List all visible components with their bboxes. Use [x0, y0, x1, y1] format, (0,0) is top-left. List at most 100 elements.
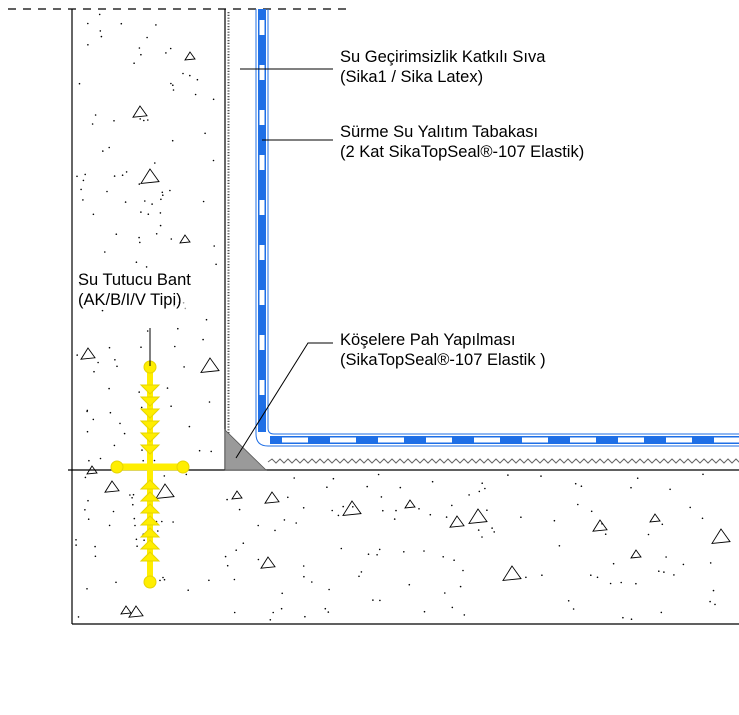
concrete-dot	[109, 411, 112, 414]
concrete-dot	[78, 82, 81, 85]
label-waterstop-title: Su Tutucu Bant	[78, 271, 191, 289]
concrete-dot	[630, 618, 633, 620]
aggregate-triangle	[502, 565, 522, 581]
concrete-dot	[274, 529, 276, 532]
concrete-dot	[682, 563, 685, 566]
concrete-dot	[104, 251, 106, 253]
water-stop-band	[110, 360, 190, 589]
concrete-dot	[131, 497, 133, 499]
concrete-dot	[257, 558, 260, 561]
aggregate-triangle	[630, 549, 642, 559]
concrete-dot	[304, 615, 306, 618]
concrete-dot	[376, 554, 378, 556]
concrete-dot	[146, 330, 149, 332]
water-stop-rib	[139, 503, 161, 514]
concrete-dot	[213, 245, 215, 247]
concrete-dot	[481, 482, 484, 485]
concrete-dot	[367, 553, 370, 555]
concrete-dot	[395, 509, 397, 512]
concrete-dot	[162, 576, 164, 579]
concrete-dot	[332, 477, 335, 480]
concrete-dot	[172, 84, 174, 86]
concrete-dot	[242, 542, 245, 544]
aggregate-triangle	[449, 515, 465, 528]
aggregate-triangle	[231, 490, 243, 500]
concrete-dot	[123, 432, 126, 435]
concrete-dot	[112, 510, 115, 513]
concrete-dot	[283, 519, 286, 521]
concrete-dot	[622, 616, 624, 619]
concrete-dot	[140, 211, 142, 213]
concrete-dot	[108, 524, 111, 527]
concrete-dot	[709, 562, 712, 564]
concrete-dot	[224, 555, 227, 558]
concrete-dot	[188, 425, 191, 428]
concrete-dot	[108, 346, 111, 349]
concrete-dot	[86, 430, 89, 433]
concrete-dot	[124, 201, 127, 203]
concrete-dot	[399, 486, 402, 489]
leader-fillet	[235, 342, 333, 459]
aggregate-triangle	[155, 483, 175, 499]
concrete-dot	[712, 589, 715, 592]
concrete-dot	[94, 555, 97, 558]
corner-fillet	[224, 429, 267, 471]
concrete-dot	[113, 120, 115, 122]
concrete-dot	[462, 569, 464, 572]
water-stop-rib	[139, 539, 161, 550]
label-render-sub: (Sika1 / Sika Latex)	[340, 68, 484, 86]
concrete-dot	[328, 588, 330, 591]
concrete-dot	[491, 527, 493, 529]
concrete-dot	[120, 22, 123, 25]
concrete-dot	[484, 487, 486, 490]
aggregate-triangle	[179, 234, 191, 244]
concrete-dot	[154, 162, 156, 164]
concrete-dot	[669, 488, 671, 491]
concrete-dot	[196, 78, 199, 81]
concrete-dot	[170, 82, 172, 85]
concrete-dot	[604, 533, 607, 535]
label-waterstop: Su Tutucu Bant (AK/B/I/V Tipi)	[78, 270, 191, 310]
concrete-dot	[161, 520, 163, 523]
concrete-dot	[709, 600, 711, 603]
aggregate-triangle	[80, 347, 96, 360]
concrete-dot	[87, 22, 89, 25]
concrete-dot	[577, 503, 579, 506]
concrete-dot	[177, 327, 179, 330]
concrete-dot	[226, 498, 228, 501]
concrete-dot	[87, 518, 90, 520]
concrete-dot	[93, 370, 95, 373]
concrete-dot	[212, 159, 215, 162]
concrete-dot	[574, 482, 577, 485]
concrete-dot	[133, 517, 136, 520]
concrete-dot	[114, 359, 116, 361]
concrete-dot	[590, 510, 593, 513]
concrete-dot	[311, 581, 313, 583]
concrete-outline	[68, 9, 739, 625]
concrete-dot	[630, 486, 632, 489]
concrete-dot	[140, 406, 143, 409]
concrete-dot	[133, 62, 135, 64]
concrete-dot	[159, 212, 162, 214]
concrete-dot	[115, 233, 118, 235]
concrete-dot	[108, 146, 110, 149]
concrete-dot	[660, 611, 663, 614]
concrete-dot	[553, 519, 556, 522]
concrete-dot	[84, 173, 86, 176]
concrete-dot	[453, 559, 455, 561]
concrete-dot	[94, 545, 96, 548]
concrete-dot	[75, 539, 77, 541]
concrete-dot	[378, 548, 381, 551]
concrete-dot	[478, 490, 481, 493]
concrete-dot	[601, 523, 603, 525]
concrete-dot	[377, 473, 380, 476]
label-coating-sub: (2 Kat SikaTopSeal®-107 Elastik)	[340, 143, 585, 161]
waterproofing-membrane	[255, 9, 739, 447]
concrete-dot	[233, 578, 236, 581]
concrete-dot	[558, 545, 561, 547]
concrete-dot	[102, 150, 104, 152]
concrete-dot	[162, 194, 164, 196]
concrete-dot	[431, 480, 434, 483]
concrete-dot	[174, 345, 176, 348]
concrete-dot	[100, 35, 103, 38]
